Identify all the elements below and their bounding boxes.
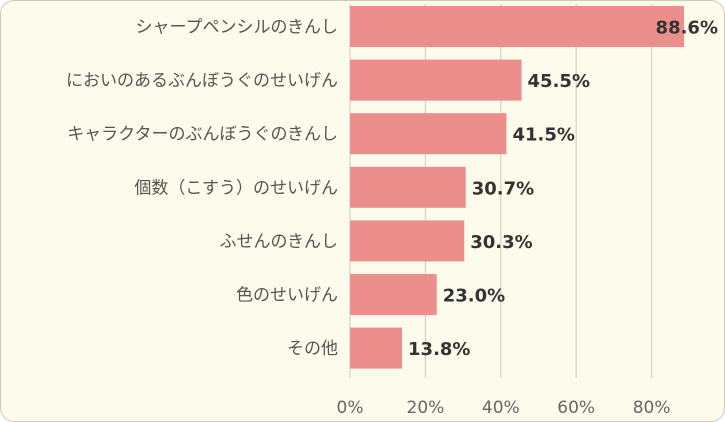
category-label: 色のせいげん: [236, 286, 338, 306]
x-tick-label: 20%: [407, 398, 445, 418]
bar: [350, 6, 685, 47]
x-tick-label: 80%: [633, 398, 671, 418]
bar: [350, 327, 403, 369]
category-label: その他: [287, 339, 338, 359]
bar: [350, 113, 507, 155]
bar: [350, 59, 522, 101]
value-label: 23.0%: [443, 286, 505, 307]
x-tick-label: 60%: [557, 398, 595, 418]
bar: [350, 220, 465, 262]
category-label: 個数（こすう）のせいげん: [134, 178, 338, 198]
value-label: 88.6%: [656, 18, 718, 39]
value-label: 41.5%: [512, 125, 574, 146]
value-label: 45.5%: [528, 71, 590, 92]
category-label: においのあるぶんぼうぐのせいげん: [66, 71, 338, 91]
bar: [350, 274, 437, 315]
category-label: シャープペンシルのきんし: [136, 18, 338, 38]
value-label: 13.8%: [408, 339, 470, 360]
category-label: キャラクターのぶんぼうぐのきんし: [67, 125, 338, 145]
x-tick-label: 0%: [337, 398, 364, 418]
bar: [350, 166, 466, 208]
x-tick-label: 40%: [482, 398, 520, 418]
value-label: 30.7%: [472, 178, 534, 199]
value-label: 30.3%: [470, 232, 532, 253]
category-label: ふせんのきんし: [220, 232, 339, 252]
